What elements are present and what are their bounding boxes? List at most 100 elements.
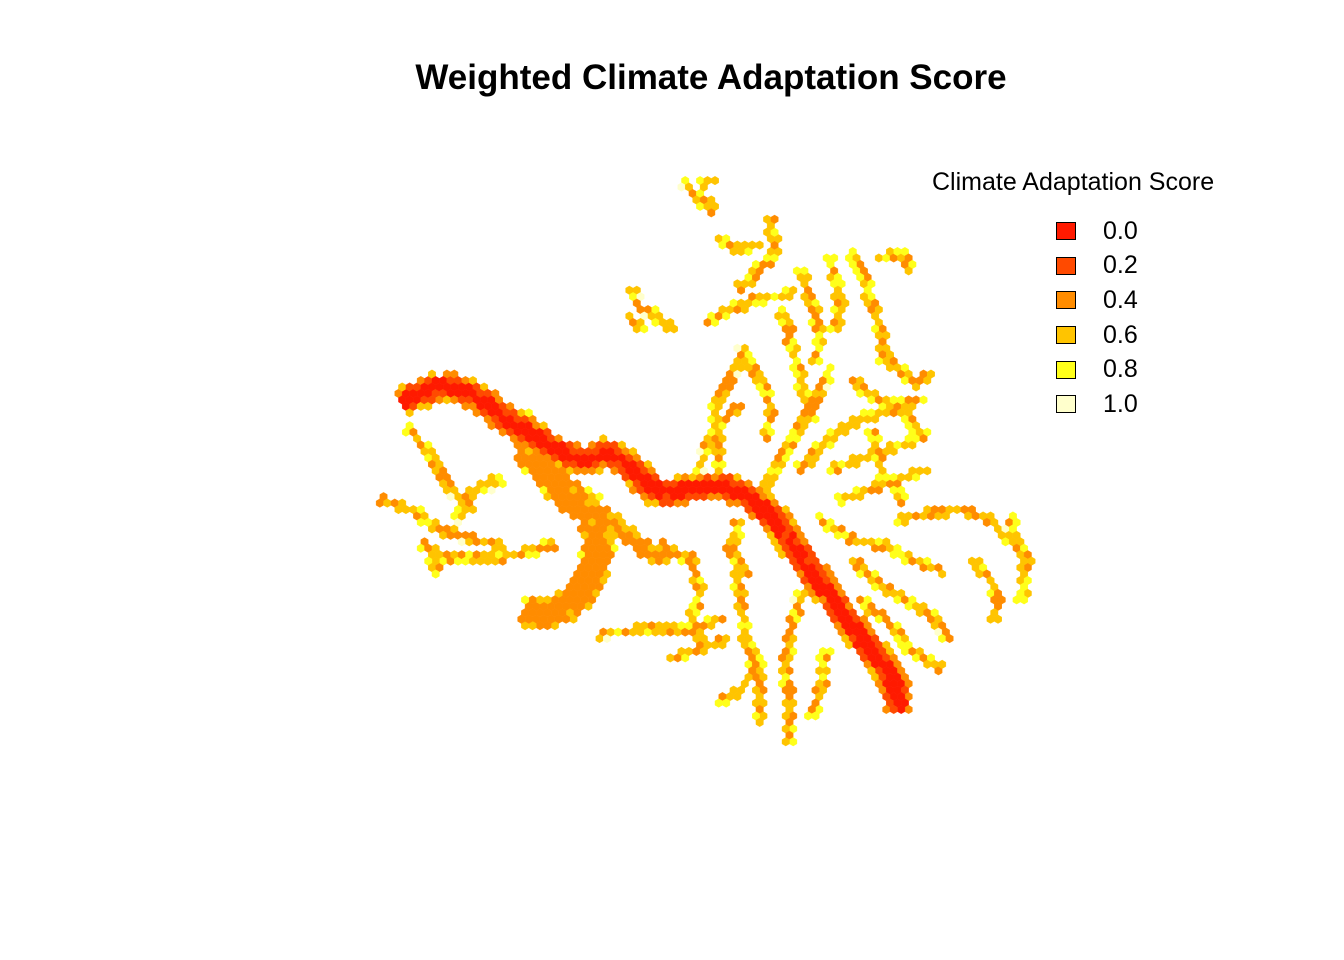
legend-swatch — [1056, 256, 1076, 275]
hex-cell — [543, 492, 552, 502]
hex-cell — [718, 240, 727, 250]
hex-cell-layer — [375, 176, 1036, 747]
hex-cell — [722, 698, 731, 708]
hex-cell — [837, 421, 846, 431]
hex-cell — [442, 395, 451, 405]
hex-cell — [755, 240, 764, 250]
hex-cell — [763, 292, 772, 302]
hex-cell — [856, 388, 865, 398]
hex-cell — [729, 517, 738, 527]
hex-cell — [498, 479, 507, 489]
hex-cell — [599, 434, 608, 444]
legend-items: 0.0 0.2 0.4 0.6 0.8 1.0 — [1056, 214, 1138, 422]
hex-cell — [781, 737, 790, 747]
hex-cell — [711, 176, 719, 186]
legend-swatch — [1056, 326, 1076, 345]
hex-cell — [893, 440, 902, 450]
hex-cell — [904, 704, 913, 715]
hex-cell — [923, 505, 932, 515]
hex-cell — [696, 201, 705, 211]
hex-cell — [651, 317, 660, 328]
hex-cell — [428, 524, 436, 534]
hex-cell — [971, 511, 980, 521]
hex-cell — [666, 653, 675, 663]
legend-item: 0.6 — [1056, 318, 1138, 353]
hex-cell — [487, 421, 496, 431]
hex-cell — [748, 511, 757, 521]
hex-cell — [882, 395, 891, 405]
hex-cell — [480, 537, 489, 547]
hex-cell — [882, 704, 891, 715]
hex-cell — [789, 285, 798, 295]
hex-cell — [919, 395, 928, 405]
hex-cell — [908, 556, 917, 566]
hex-cell — [811, 711, 820, 721]
hex-cell — [848, 414, 857, 424]
hex-cell — [457, 537, 466, 547]
hex-cell — [900, 646, 909, 656]
hex-cell — [845, 537, 853, 547]
hex-cell — [893, 595, 902, 605]
hex-cell — [733, 279, 742, 289]
hex-cell — [569, 511, 578, 521]
hex-cell — [718, 614, 727, 624]
hex-cell — [919, 434, 928, 444]
legend-swatch — [1056, 291, 1076, 310]
hex-cell — [644, 498, 652, 508]
hex-cell — [401, 427, 410, 437]
hex-cell — [904, 511, 913, 521]
hex-cell — [789, 595, 798, 605]
hex-cell — [573, 466, 582, 476]
hex-cell — [725, 550, 734, 560]
hex-cell — [938, 569, 947, 579]
hex-cell — [826, 376, 835, 386]
hex-cell — [811, 595, 820, 605]
hex-cell — [1012, 595, 1021, 605]
hex-cell — [874, 356, 883, 366]
hex-cell — [461, 401, 470, 411]
hex-cell — [521, 595, 529, 605]
hex-cell — [927, 369, 935, 379]
hex-cell — [685, 646, 693, 656]
hex-cell — [375, 498, 384, 508]
hex-cell — [610, 466, 619, 476]
hex-cell — [874, 472, 883, 482]
hex-cell — [651, 498, 660, 508]
hex-cell — [915, 608, 924, 618]
hex-cell — [509, 550, 518, 560]
hex-cell — [856, 569, 865, 579]
hex-cell — [461, 505, 470, 515]
hex-cell — [889, 704, 898, 715]
hex-cell — [536, 595, 544, 605]
hex-cell — [733, 550, 742, 560]
hex-cell — [882, 472, 891, 482]
hex-cell — [677, 182, 686, 192]
hex-cell — [655, 556, 664, 566]
hex-cell — [446, 492, 455, 502]
hex-cell — [752, 259, 760, 269]
legend-item: 1.0 — [1056, 387, 1138, 422]
hex-cell — [826, 324, 835, 334]
hex-cell — [882, 588, 891, 598]
hex-cell — [454, 505, 462, 515]
hex-cell — [469, 505, 477, 515]
hex-cell — [737, 401, 745, 411]
hex-cell — [800, 395, 809, 405]
hex-cell — [733, 343, 742, 353]
hex-cell — [398, 382, 407, 392]
hex-cell — [636, 550, 645, 560]
legend-label: 0.0 — [1103, 216, 1138, 245]
hex-cell — [874, 395, 883, 405]
hex-cell — [897, 395, 906, 405]
hex-cell — [614, 627, 623, 637]
hex-cell — [670, 324, 678, 334]
hex-cell — [770, 292, 779, 302]
hex-cell — [640, 324, 649, 334]
hex-cell — [856, 453, 865, 463]
hex-cell — [539, 537, 548, 547]
hex-cell — [621, 537, 630, 547]
hex-cell — [945, 505, 954, 515]
legend-item: 0.2 — [1056, 249, 1138, 284]
hex-cell — [580, 466, 589, 476]
legend-swatch — [1056, 222, 1076, 241]
